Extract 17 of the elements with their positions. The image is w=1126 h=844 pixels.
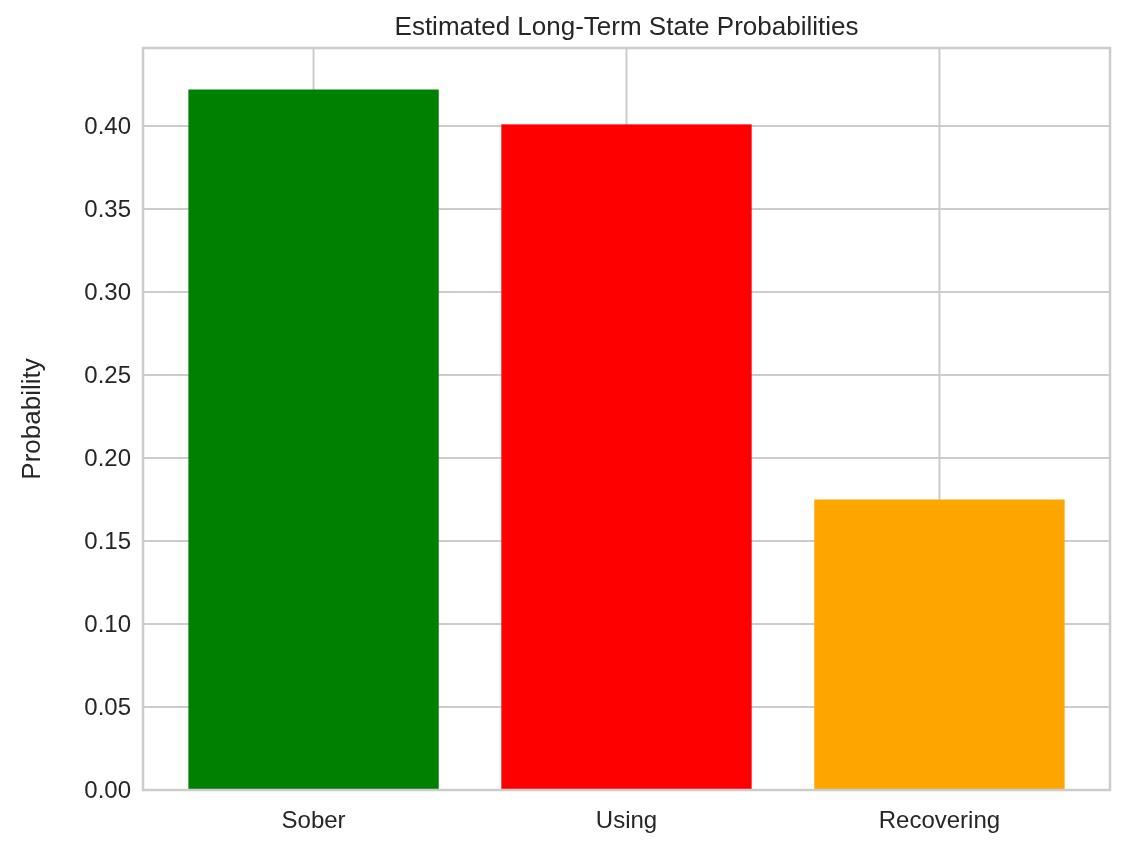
y-tick-label: 0.40 [84,112,131,140]
y-tick-label: 0.00 [84,776,131,804]
x-tick-label: Recovering [878,806,1001,833]
y-tick-label: 0.05 [84,693,131,721]
x-tick-label: Using [595,806,658,833]
y-tick-label: 0.30 [84,278,131,306]
y-tick-label: 0.15 [84,527,131,555]
bar [814,499,1065,790]
y-axis-title: Probability [16,358,46,480]
y-tick-label: 0.25 [84,361,131,389]
chart-title: Estimated Long-Term State Probabilities [394,11,859,41]
y-tick-label: 0.20 [84,444,131,472]
x-tick-label: Sober [281,806,346,833]
bar [501,124,752,790]
y-tick-label: 0.10 [84,610,131,638]
bar [188,89,439,790]
y-tick-label: 0.35 [84,195,131,223]
